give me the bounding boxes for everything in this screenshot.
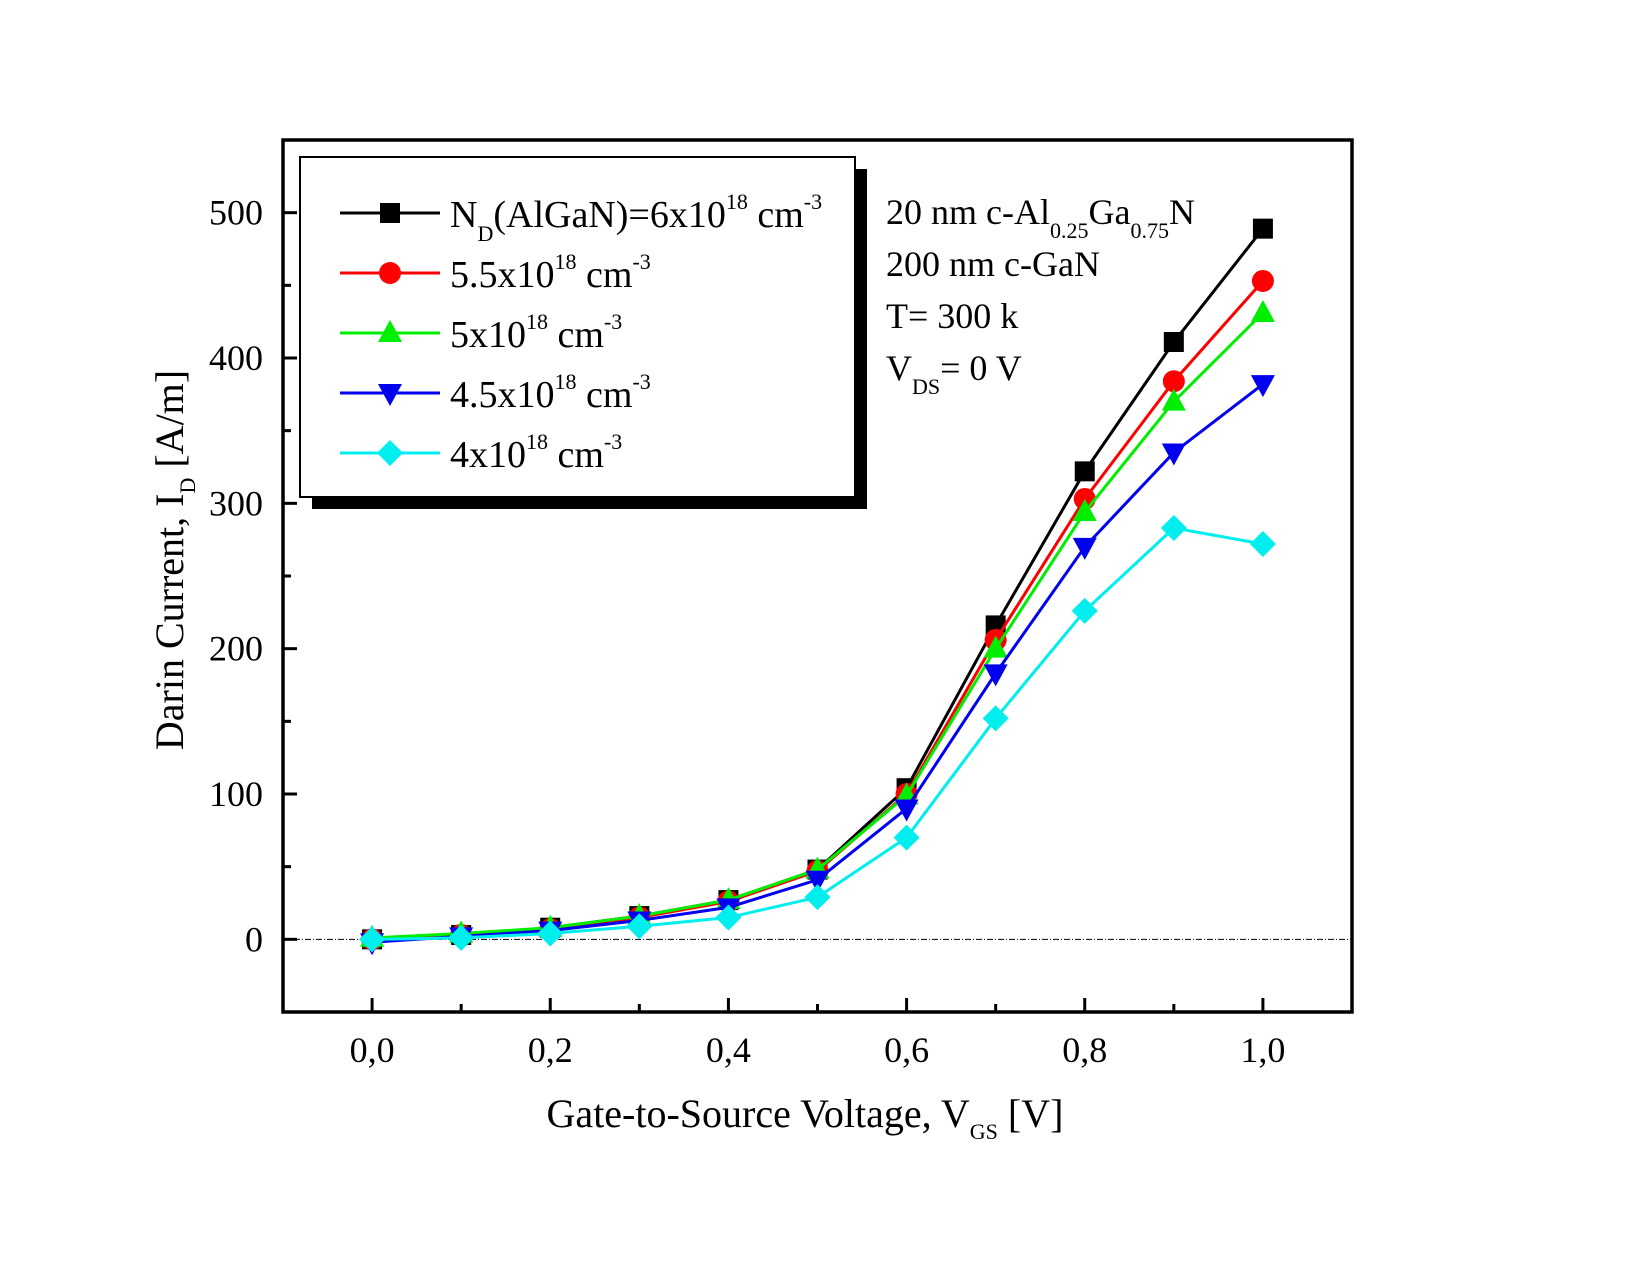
data-point — [894, 799, 919, 822]
data-point — [893, 824, 920, 851]
legend-item: ND(AlGaN)=6x1018 cm-3 — [340, 189, 822, 246]
legend-label: 4.5x1018 cm-3 — [450, 369, 651, 416]
x-tick-label: 1,0 — [1240, 1030, 1285, 1070]
data-point — [1251, 269, 1274, 292]
data-point — [537, 920, 564, 947]
legend-item: 4x1018 cm-3 — [340, 429, 622, 476]
y-tick-label: 100 — [209, 774, 263, 814]
data-point — [1160, 515, 1187, 542]
series-5 — [359, 515, 1276, 953]
y-tick-label: 200 — [209, 629, 263, 669]
y-tick-label: 300 — [209, 483, 263, 523]
y-tick-label: 500 — [209, 193, 263, 233]
data-point — [1252, 218, 1273, 239]
data-point — [448, 924, 475, 951]
y-tick-label: 400 — [209, 338, 263, 378]
annotation-line: 20 nm c-Al0.25Ga0.75N — [886, 192, 1195, 243]
data-point — [983, 664, 1008, 687]
data-point — [1071, 597, 1098, 624]
annotation-line: 200 nm c-GaN — [886, 244, 1100, 284]
data-point — [1163, 332, 1184, 353]
data-point — [1072, 499, 1097, 522]
legend-label: 5.5x1018 cm-3 — [450, 249, 651, 296]
data-point — [1162, 370, 1185, 393]
legend-label: 5x1018 cm-3 — [450, 309, 622, 356]
legend-item: 5.5x1018 cm-3 — [340, 249, 651, 296]
annotation-line: T= 300 k — [886, 296, 1018, 336]
data-point — [359, 926, 386, 953]
data-point — [715, 904, 742, 931]
data-point — [982, 705, 1009, 732]
data-point — [1250, 299, 1275, 322]
data-point — [1161, 443, 1186, 466]
data-point — [1074, 461, 1095, 482]
x-tick-label: 0,4 — [706, 1030, 751, 1070]
y-axis-ticks: 0 100 200 300 400 500 — [209, 193, 297, 959]
legend-item: 5x1018 cm-3 — [340, 309, 622, 356]
legend-marker-icon — [380, 203, 400, 223]
annotation-line: VDS= 0 V — [886, 348, 1022, 399]
legend-marker-icon — [378, 384, 402, 406]
data-point — [1161, 388, 1186, 411]
legend-label: ND(AlGaN)=6x1018 cm-3 — [450, 189, 822, 246]
data-point — [1249, 531, 1276, 558]
legend: ND(AlGaN)=6x1018 cm-35.5x1018 cm-3 5x1018… — [299, 156, 867, 509]
x-tick-label: 0,8 — [1062, 1030, 1107, 1070]
legend-marker-icon — [377, 440, 403, 466]
legend-item: 4.5x1018 cm-3 — [340, 369, 651, 416]
series-layer — [359, 218, 1276, 956]
x-axis-ticks: 0,0 0,2 0,4 0,6 0,8 1,0 — [350, 998, 1285, 1070]
data-point — [626, 913, 653, 940]
legend-marker-icon — [379, 262, 401, 284]
y-axis-title: Darin Current, ID [A/m] — [147, 370, 200, 750]
x-tick-label: 0,6 — [884, 1030, 929, 1070]
y-tick-label: 0 — [245, 919, 263, 959]
legend-marker-icon — [378, 320, 402, 342]
legend-label: 4x1018 cm-3 — [450, 429, 622, 476]
data-point — [804, 884, 831, 911]
data-point — [805, 870, 830, 893]
x-tick-label: 0,0 — [350, 1030, 395, 1070]
data-point — [1250, 375, 1275, 398]
data-point — [1072, 537, 1097, 560]
data-point — [983, 635, 1008, 658]
x-axis-title: Gate-to-Source Voltage, VGS [V] — [547, 1091, 1064, 1144]
x-tick-label: 0,2 — [528, 1030, 573, 1070]
